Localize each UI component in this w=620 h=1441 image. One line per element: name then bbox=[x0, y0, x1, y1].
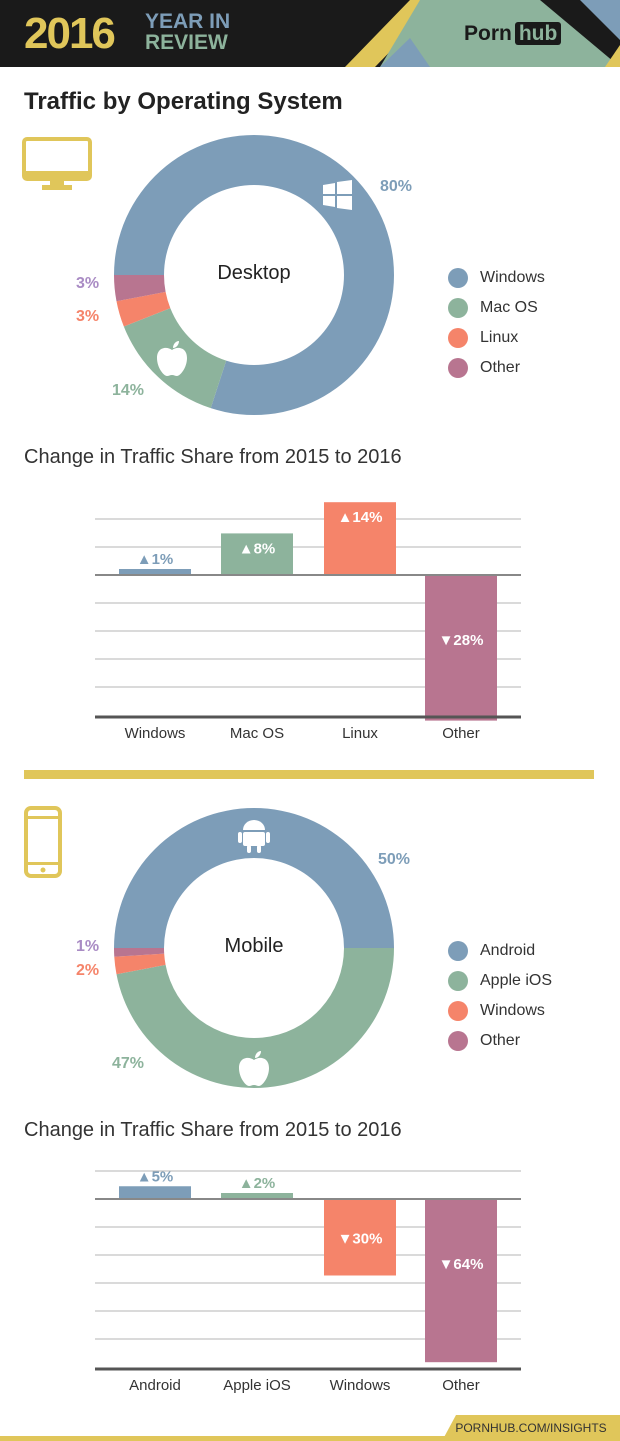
bar-other bbox=[425, 1199, 497, 1363]
bar-data-label: ▲14% bbox=[338, 509, 383, 526]
mobile-phone-icon bbox=[24, 806, 62, 878]
bar-android bbox=[119, 1186, 191, 1199]
donut-slice-other bbox=[114, 275, 166, 302]
year-text: 2016 bbox=[24, 9, 116, 58]
x-label: Other bbox=[442, 1377, 480, 1394]
bar-data-label: ▲5% bbox=[137, 1168, 174, 1185]
bar-windows bbox=[119, 569, 191, 575]
bar-data-label: ▼28% bbox=[439, 632, 484, 649]
legend-windows-mobile: Windows bbox=[448, 1001, 545, 1021]
x-label: Linux bbox=[342, 725, 378, 742]
x-label: Apple iOS bbox=[223, 1377, 291, 1394]
label-other-pct: 3% bbox=[76, 275, 100, 292]
x-label: Windows bbox=[329, 1377, 391, 1394]
bar-data-label: ▲2% bbox=[239, 1175, 276, 1192]
desktop-monitor-icon bbox=[22, 137, 92, 190]
footer-link[interactable]: PORNHUB.COM/INSIGHTS bbox=[442, 1415, 620, 1441]
x-label: Mac OS bbox=[229, 725, 285, 742]
windows-logo-icon bbox=[323, 180, 352, 210]
android-logo-icon bbox=[238, 820, 270, 853]
donut-slice-android bbox=[114, 808, 394, 948]
bar-mac-os bbox=[221, 533, 293, 575]
page-title: Traffic by Operating System bbox=[24, 88, 343, 115]
legend-linux: Linux bbox=[448, 328, 518, 348]
x-label: Windows bbox=[124, 725, 186, 742]
bar-linux bbox=[324, 502, 396, 575]
donut-slice-windows bbox=[114, 953, 166, 975]
donut-center-label-mobile: Mobile bbox=[224, 935, 284, 957]
desktop-change-subtitle: Change in Traffic Share from 2015 to 201… bbox=[24, 446, 402, 468]
label-other-mobile-pct: 1% bbox=[76, 938, 100, 955]
donut-slice-apple-ios bbox=[116, 948, 394, 1088]
logo-hub: hub bbox=[514, 22, 562, 45]
bar-apple-ios bbox=[221, 1193, 293, 1199]
label-macos-pct: 14% bbox=[112, 382, 145, 399]
apple-logo-icon bbox=[239, 1051, 269, 1086]
bar-data-label: ▲1% bbox=[137, 551, 174, 568]
pornhub-logo: Porn hub bbox=[464, 22, 562, 46]
footer-bar bbox=[0, 1436, 620, 1441]
legend-macos: Mac OS bbox=[448, 298, 538, 318]
label-linux-pct: 3% bbox=[76, 308, 100, 325]
donut-slice-other bbox=[114, 948, 165, 957]
bar-other bbox=[425, 575, 497, 721]
banner-decoration bbox=[345, 0, 620, 67]
label-ios-pct: 47% bbox=[112, 1055, 145, 1072]
legend-ios: Apple iOS bbox=[448, 971, 552, 991]
bar-data-label: ▼30% bbox=[338, 1230, 383, 1247]
logo-porn: Porn bbox=[464, 22, 512, 45]
x-label: Android bbox=[129, 1377, 181, 1394]
legend-windows: Windows bbox=[448, 268, 545, 288]
label-android-pct: 50% bbox=[378, 851, 411, 868]
x-label: Other bbox=[442, 725, 480, 742]
label-windows-mobile-pct: 2% bbox=[76, 962, 100, 979]
bar-windows bbox=[324, 1199, 396, 1276]
year-in-text: YEAR IN bbox=[145, 10, 231, 33]
label-windows-pct: 80% bbox=[380, 178, 413, 195]
review-text: REVIEW bbox=[145, 31, 228, 54]
section-divider bbox=[24, 770, 594, 779]
donut-slice-linux bbox=[116, 291, 171, 327]
legend-other: Other bbox=[448, 358, 520, 378]
legend-other-mobile: Other bbox=[448, 1031, 520, 1051]
donut-center-label-desktop: Desktop bbox=[217, 262, 291, 284]
apple-logo-icon bbox=[157, 341, 187, 376]
mobile-change-subtitle: Change in Traffic Share from 2015 to 201… bbox=[24, 1119, 402, 1141]
legend-android: Android bbox=[448, 941, 535, 961]
bar-data-label: ▼64% bbox=[439, 1256, 484, 1273]
header-banner: 2016 YEAR IN REVIEW Porn hub bbox=[0, 0, 620, 67]
bar-data-label: ▲8% bbox=[239, 540, 276, 557]
